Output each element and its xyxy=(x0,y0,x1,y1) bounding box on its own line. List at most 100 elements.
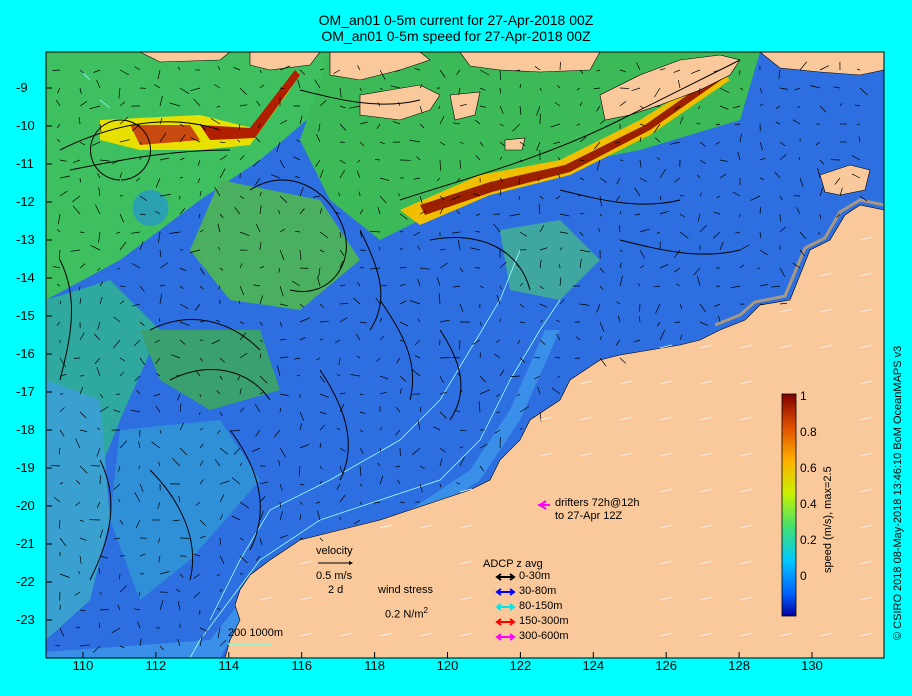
current-vector xyxy=(392,121,401,125)
current-vector xyxy=(519,83,522,89)
current-vector xyxy=(836,213,841,218)
current-vector xyxy=(357,159,361,163)
wind-vector xyxy=(779,344,793,349)
current-vector xyxy=(456,482,461,485)
colorbar-tick-label: 0.4 xyxy=(800,497,817,511)
current-vector xyxy=(239,155,245,161)
current-vector xyxy=(79,297,82,305)
current-vector xyxy=(539,303,548,308)
current-vector xyxy=(475,231,481,233)
current-vector xyxy=(296,139,301,143)
wind-vector xyxy=(459,488,473,493)
wind-vector xyxy=(819,344,833,349)
current-vector xyxy=(239,195,245,199)
current-vector xyxy=(118,465,121,472)
current-vector xyxy=(217,246,221,251)
current-vector xyxy=(596,69,601,72)
current-vector xyxy=(359,393,364,396)
velocity-time: 2 d xyxy=(328,584,344,596)
current-vector xyxy=(318,267,321,278)
wind-vector xyxy=(819,272,833,277)
current-vector xyxy=(615,339,621,346)
current-vector xyxy=(459,446,463,449)
current-vector xyxy=(259,537,263,545)
current-vector xyxy=(735,231,741,234)
y-tick-label: -21 xyxy=(16,536,35,551)
current-vector xyxy=(259,353,262,359)
current-vector xyxy=(714,303,721,307)
y-tick-label: -20 xyxy=(16,498,35,513)
current-vector xyxy=(439,141,446,146)
current-vector xyxy=(219,213,224,219)
wind-vector xyxy=(859,236,873,241)
current-vector xyxy=(799,249,805,257)
current-vector xyxy=(599,357,607,367)
current-vector xyxy=(839,187,843,197)
current-vector xyxy=(336,483,341,491)
current-vector xyxy=(615,141,621,144)
current-vector xyxy=(518,195,521,200)
current-vector xyxy=(214,84,221,89)
current-vector xyxy=(554,356,561,359)
wind-vector xyxy=(739,524,753,529)
current-vector xyxy=(93,69,101,73)
current-vector xyxy=(719,105,729,110)
current-vector xyxy=(259,392,264,395)
current-vector xyxy=(534,356,541,359)
current-vector xyxy=(559,299,565,305)
x-tick-label: 124 xyxy=(582,658,605,673)
current-vector xyxy=(858,136,861,143)
current-vector xyxy=(193,573,201,579)
current-vector xyxy=(193,553,201,557)
current-vector xyxy=(79,387,84,395)
current-vector xyxy=(138,441,141,449)
current-vector xyxy=(750,195,761,201)
current-vector xyxy=(359,411,366,414)
adcp-item-arrowhead xyxy=(495,573,516,581)
current-vector xyxy=(193,98,201,107)
current-vector xyxy=(550,123,561,128)
current-vector xyxy=(798,156,801,161)
current-vector xyxy=(457,239,461,251)
adcp-item-label: 80-150m xyxy=(519,600,563,612)
current-vector xyxy=(119,357,126,362)
current-vector xyxy=(179,285,184,289)
current-vector xyxy=(79,465,88,474)
current-vector xyxy=(794,87,801,91)
current-vector xyxy=(159,132,167,143)
current-vector xyxy=(59,300,62,305)
current-vector xyxy=(179,207,186,215)
wind-vector xyxy=(579,416,593,421)
current-vector xyxy=(169,102,181,107)
current-vector xyxy=(679,213,685,218)
current-vector xyxy=(673,249,681,259)
current-vector xyxy=(419,105,423,114)
current-vector xyxy=(690,69,701,74)
current-vector xyxy=(134,375,141,382)
current-vector xyxy=(559,264,561,269)
current-vector xyxy=(337,192,341,197)
current-vector xyxy=(439,262,448,269)
current-vector xyxy=(179,339,186,345)
current-vector xyxy=(596,105,601,112)
current-vector xyxy=(775,105,781,109)
current-vector xyxy=(339,284,345,287)
current-vector xyxy=(259,266,265,269)
wind-vector xyxy=(659,380,673,385)
map-frame xyxy=(45,51,885,659)
current-vector xyxy=(639,159,642,168)
current-vector xyxy=(356,355,361,359)
current-vector xyxy=(675,283,681,287)
current-vector xyxy=(673,105,681,111)
y-tick-label: -9 xyxy=(16,80,28,95)
current-vector xyxy=(131,262,141,269)
current-vector xyxy=(279,501,281,508)
current-vector xyxy=(319,303,325,308)
current-vector xyxy=(417,318,421,323)
current-vector xyxy=(556,319,561,323)
current-vector xyxy=(359,87,362,92)
current-vector xyxy=(315,501,321,504)
current-vector xyxy=(759,249,768,256)
current-vector xyxy=(494,429,501,434)
current-vector xyxy=(679,116,684,125)
